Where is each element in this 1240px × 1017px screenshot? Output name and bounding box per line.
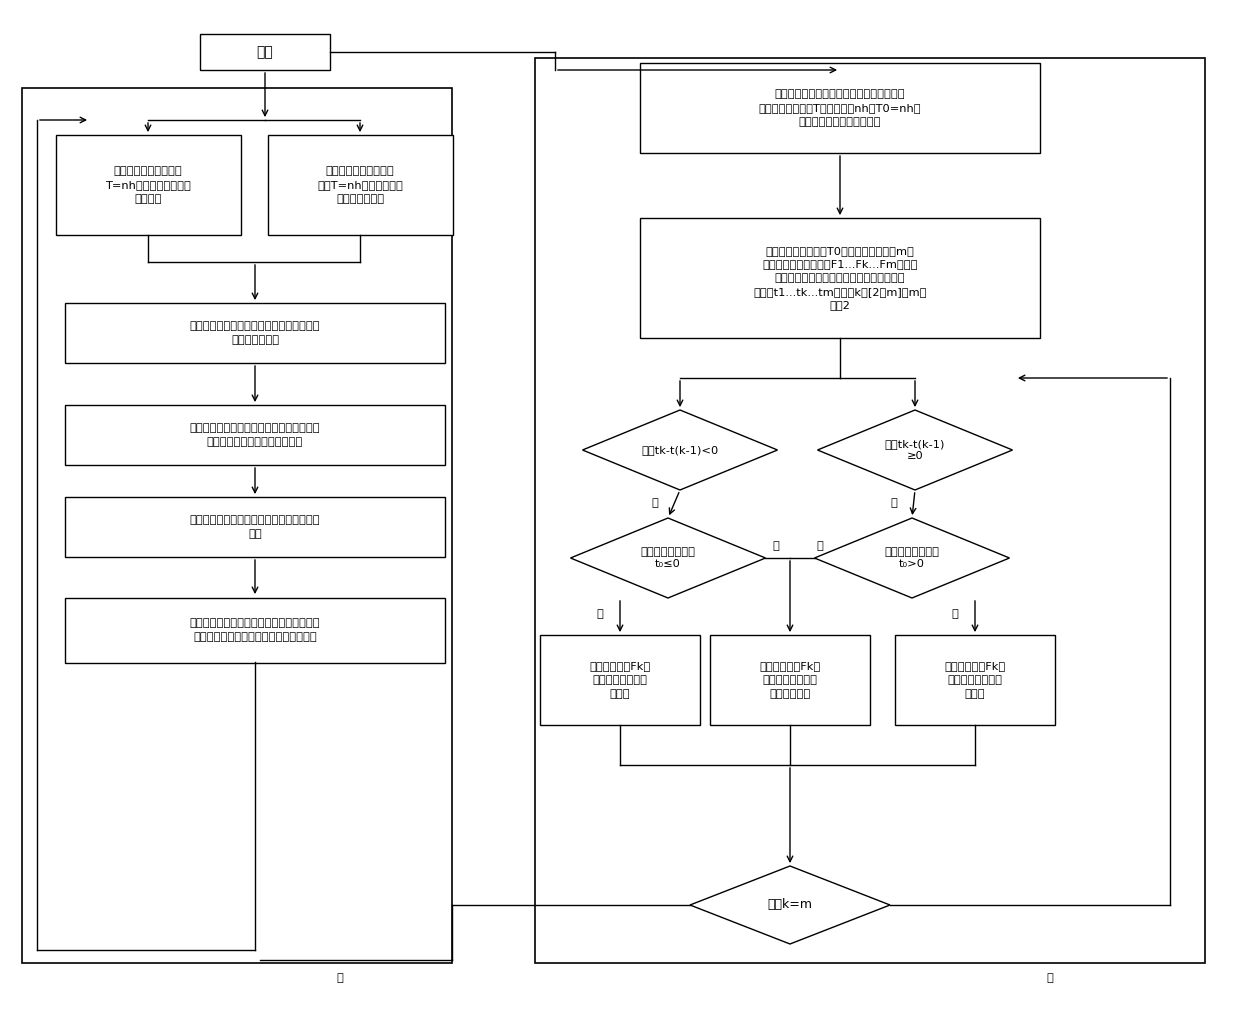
- Text: 判断底盘避免温度
t₀≤0: 判断底盘避免温度 t₀≤0: [641, 546, 696, 570]
- Text: 是: 是: [951, 609, 959, 619]
- Polygon shape: [815, 518, 1009, 598]
- Text: 判断tk-t(k-1)
≥0: 判断tk-t(k-1) ≥0: [885, 438, 945, 462]
- Bar: [64, 598, 445, 662]
- Text: 通讯模块将以上两个信息通过蜂窝网络发送
给指定的服务器: 通讯模块将以上两个信息通过蜂窝网络发送 给指定的服务器: [190, 321, 320, 345]
- Polygon shape: [570, 518, 765, 598]
- Bar: [895, 635, 1055, 725]
- Text: 预约在等分区Fk对
应的时刻底盘电加
热开启: 预约在等分区Fk对 应的时刻底盘电加 热开启: [589, 661, 651, 699]
- Text: 是: 是: [336, 973, 343, 983]
- Bar: [268, 135, 453, 235]
- Bar: [711, 635, 870, 725]
- Text: 是: 是: [890, 498, 898, 508]
- Text: 是: 是: [596, 609, 604, 619]
- Text: 将截取的数据（未来T0内的数据）等分成m等
份，定义每等份记录为F1...Fk...Fm，将每
份数据处理得出其平均值，即每等份的平均
数为：t1...tk..: 将截取的数据（未来T0内的数据）等分成m等 份，定义每等份记录为F1...Fk.…: [753, 246, 926, 310]
- Bar: [534, 58, 1205, 963]
- Bar: [64, 497, 445, 557]
- Text: 通讯模块将收到的信息返回到空调器的控制
器中，并进行存储，替换当前存储的数据: 通讯模块将收到的信息返回到空调器的控制 器中，并进行存储，替换当前存储的数据: [190, 618, 320, 642]
- Bar: [64, 303, 445, 363]
- Text: 判断tk-t(k-1)<0: 判断tk-t(k-1)<0: [641, 445, 719, 455]
- Bar: [200, 34, 330, 70]
- Text: 通讯模块根据需求每隔
T=nh发送使用天气预报
数据请求: 通讯模块根据需求每隔 T=nh发送使用天气预报 数据请求: [105, 167, 191, 203]
- Text: 否: 否: [1047, 973, 1054, 983]
- Polygon shape: [817, 410, 1013, 490]
- Bar: [22, 88, 453, 963]
- Text: 预约在等分区Fk对
应的时刻底盘电加
热关闭: 预约在等分区Fk对 应的时刻底盘电加 热关闭: [945, 661, 1006, 699]
- Bar: [640, 63, 1040, 153]
- Text: 判断k=m: 判断k=m: [768, 898, 812, 911]
- Text: 是: 是: [651, 498, 658, 508]
- Text: 服务器将获得的天气预报数据发送到通讯模
块中: 服务器将获得的天气预报数据发送到通讯模 块中: [190, 516, 320, 539]
- Bar: [640, 218, 1040, 338]
- Text: 通讯模块通过蜂窝网络
每隔T=nh定位自身位置
获得其位置信息: 通讯模块通过蜂窝网络 每隔T=nh定位自身位置 获得其位置信息: [317, 167, 403, 203]
- Text: 预约在等分区Fk对
应的时刻底盘电加
热保持原状态: 预约在等分区Fk对 应的时刻底盘电加 热保持原状态: [759, 661, 821, 699]
- Polygon shape: [689, 866, 890, 944]
- Text: 控制器根据存储的天气预报数据，截取制热
模式运行开始时刻T及其之后的nh（T0=nh）
所包含的天气预报所有数据: 控制器根据存储的天气预报数据，截取制热 模式运行开始时刻T及其之后的nh（T0=…: [759, 89, 921, 126]
- Text: 否: 否: [817, 541, 823, 551]
- Bar: [539, 635, 701, 725]
- Bar: [56, 135, 241, 235]
- Text: 否: 否: [773, 541, 780, 551]
- Polygon shape: [583, 410, 777, 490]
- Text: 服务器收到通讯模块发回的信息通过网络途
径获得当地未来的天气预报数据: 服务器收到通讯模块发回的信息通过网络途 径获得当地未来的天气预报数据: [190, 423, 320, 446]
- Text: 开始: 开始: [257, 45, 273, 59]
- Bar: [64, 405, 445, 465]
- Text: 判断底盘避免温度
t₀>0: 判断底盘避免温度 t₀>0: [884, 546, 940, 570]
